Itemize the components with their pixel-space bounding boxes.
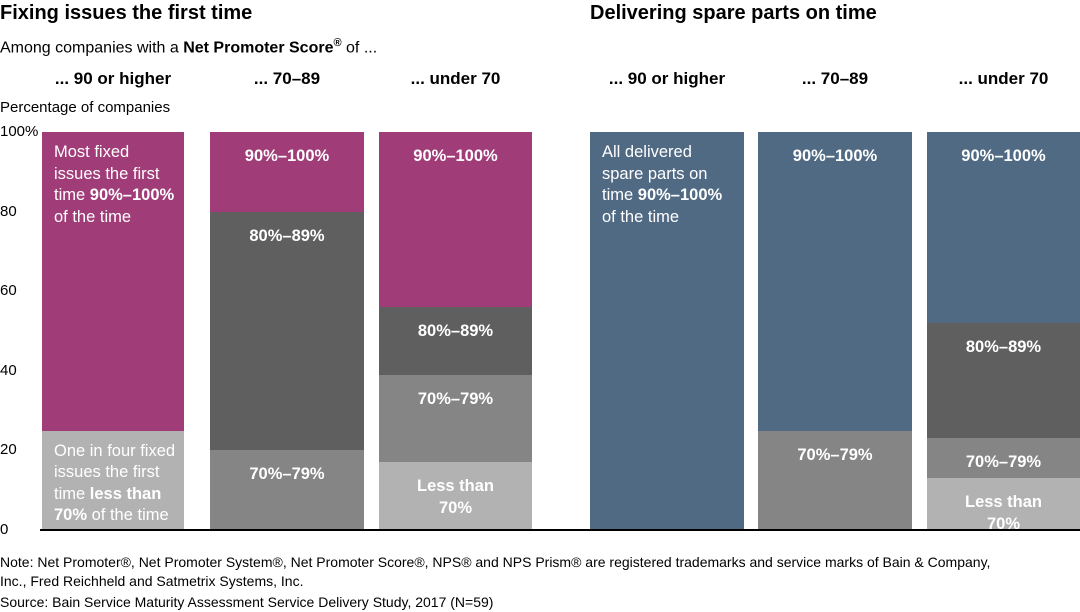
note-line-1: Note: Net Promoter®, Net Promoter System… [0, 554, 991, 570]
segment-label: 70%–79% [417, 389, 494, 408]
bar-segment: 90%–100% [379, 132, 532, 308]
right-chart-title: Delivering spare parts on time [590, 2, 877, 24]
segment-label: Most fixed issues the first time 90%–100… [54, 143, 175, 226]
y-tick-label: 40 [0, 361, 17, 379]
segment-label: 70%–79% [965, 453, 1042, 472]
y-tick-label: 20 [0, 441, 17, 459]
segment-label: 90%–100% [244, 147, 330, 165]
group-label: ... under 70 [958, 69, 1049, 88]
segment-label: 80%–89% [249, 226, 325, 245]
y-tick-label: 0 [0, 521, 9, 538]
segment-label: 70%–79% [249, 465, 325, 484]
bar-segment: Less than 70% [379, 462, 532, 530]
segment-label: 90%–100% [961, 147, 1046, 165]
bar-segment: All delivered spare parts on time 90%–10… [590, 132, 744, 530]
segment-label: 90%–100% [413, 147, 498, 165]
bar-segment: 70%–79% [210, 450, 364, 530]
bar-segment: 70%–79% [927, 438, 1080, 479]
group-label: ... 70–89 [801, 69, 869, 88]
bar-segment: 90%–100% [758, 132, 912, 431]
bar-segment: 70%–79% [758, 430, 912, 530]
y-tick-label: 100% [0, 123, 39, 140]
segment-label: One in four fixed issues the first time … [54, 441, 176, 525]
bar-segment: 80%–89% [927, 323, 1080, 439]
bar-segment: Less than 70% [927, 478, 1080, 533]
y-tick-label: 80 [0, 202, 17, 220]
segment-label: 80%–89% [965, 338, 1042, 357]
bar-segment: 70%–79% [379, 374, 532, 463]
segment-label: Less than 70% [416, 477, 495, 517]
subtitle-part: ® [333, 37, 342, 49]
y-axis-label: Percentage of companies [0, 99, 171, 116]
group-label: ... 70–89 [253, 69, 321, 88]
bar-segment: 80%–89% [379, 307, 532, 375]
note-line-2: Inc., Fred Reichheld and Satmetrix Syste… [0, 573, 304, 589]
segment-label: Less than 70% [964, 493, 1043, 533]
subtitle-part: Among companies with a [0, 39, 184, 57]
source-note: Source: Bain Service Maturity Assessment… [0, 594, 494, 610]
bar-segment: 90%–100% [927, 132, 1080, 324]
subtitle-part: Net Promoter Score [183, 39, 334, 57]
bar-segment: One in four fixed issues the first time … [42, 430, 184, 530]
group-label: ... 90 or higher [608, 69, 726, 88]
segment-label: 90%–100% [792, 147, 878, 165]
left-chart-title: Fixing issues the first time [0, 2, 253, 24]
y-tick-label: 60 [0, 282, 17, 300]
bar-segment: 80%–89% [210, 211, 364, 451]
bar-segment: 90%–100% [210, 132, 364, 212]
subtitle-part: of ... [341, 39, 378, 57]
group-label: ... under 70 [410, 69, 501, 88]
x-axis-baseline [40, 529, 1080, 531]
bar-segment: Most fixed issues the first time 90%–100… [42, 132, 184, 431]
segment-label: 70%–79% [797, 445, 873, 464]
segment-label: 80%–89% [417, 322, 494, 341]
subtitle: Among companies with a Net Promoter Scor… [0, 37, 377, 57]
group-label: ... 90 or higher [54, 69, 172, 88]
segment-label: All delivered spare parts on time 90%–10… [602, 143, 723, 226]
